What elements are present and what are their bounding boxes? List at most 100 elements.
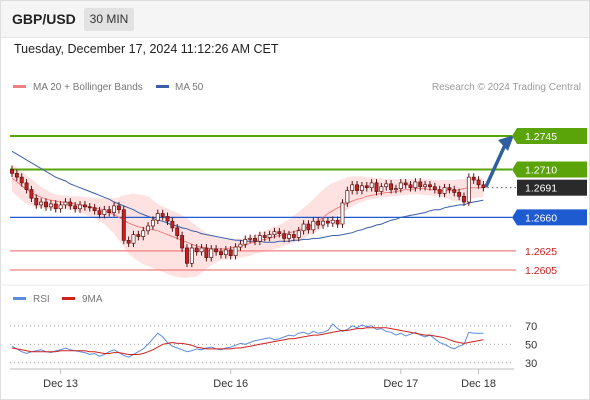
candle-down [374, 182, 379, 192]
arrow-head [498, 135, 514, 151]
candle-down [476, 179, 481, 186]
candle-down [175, 227, 180, 236]
candle-down [437, 189, 442, 194]
candle-down [481, 184, 486, 189]
header-bar: GBP/USD 30 MIN [1, 1, 589, 38]
x-axis: Dec 13 Dec 16 Dec 17 Dec 18 [43, 369, 496, 390]
resistance-tag [512, 128, 587, 144]
candle-down [126, 239, 131, 244]
candle-down [116, 205, 121, 211]
candle-down [403, 182, 408, 186]
candlesticks [10, 165, 486, 268]
arrow-shaft [484, 143, 507, 188]
ma50-legend-label: MA 50 [175, 82, 204, 93]
rsi-tick-label: 50 [525, 339, 537, 351]
forecast-arrow [484, 135, 514, 188]
candle-down [34, 197, 39, 206]
last-price-tag [517, 179, 587, 196]
candle-down [457, 192, 462, 197]
candle-down [136, 234, 141, 237]
candle-down [316, 220, 321, 226]
credit-label: Research © 2024 Trading Central [432, 82, 581, 93]
x-tick-label: Dec 18 [461, 378, 496, 390]
candle-up [413, 181, 418, 189]
candle-up [223, 249, 228, 256]
rsi-ma-line [11, 327, 484, 355]
timeframe-button[interactable]: 30 MIN [84, 8, 134, 31]
candle-down [194, 247, 199, 253]
pivot-label: 1.2605 [525, 265, 557, 277]
candle-up [350, 184, 355, 191]
support-label: 1.2660 [525, 212, 557, 224]
candle-down [408, 184, 413, 189]
candle-down [447, 187, 452, 190]
candle-down [24, 182, 29, 190]
rsi-line [11, 323, 484, 358]
rsi-tick-label: 70 [525, 321, 537, 333]
candle-up [146, 225, 151, 232]
x-tick-label: Dec 13 [43, 378, 78, 390]
candle-up [379, 186, 384, 192]
rsi-ma-legend-label: 9MA [82, 294, 103, 305]
candle-up [267, 234, 272, 238]
candle-up [238, 243, 243, 248]
candle-up [112, 205, 117, 213]
candle-down [10, 169, 14, 174]
candle-up [141, 230, 146, 237]
ma50-line [11, 150, 484, 243]
symbol-title: GBP/USD [12, 11, 76, 27]
candle-up [150, 219, 155, 227]
resistance-label: 1.2745 [525, 131, 557, 143]
candle-down [53, 203, 58, 210]
candle-up [384, 183, 389, 188]
candle-up [287, 234, 291, 239]
candle-down [306, 223, 311, 231]
candle-down [277, 231, 282, 234]
candle-down [335, 219, 340, 225]
candle-up [393, 188, 398, 190]
candle-down [214, 248, 219, 253]
candle-down [68, 201, 73, 207]
candle-up [155, 213, 160, 221]
candle-down [92, 207, 97, 212]
support-tag [512, 209, 587, 226]
candle-down [428, 184, 432, 188]
candle-up [189, 247, 194, 264]
ma20-legend-swatch [13, 85, 26, 88]
datetime-label: Tuesday, December 17, 2024 11:12:26 AM C… [14, 42, 279, 56]
candle-up [58, 204, 63, 210]
candle-down [185, 247, 189, 264]
rsi-legend-swatch [13, 297, 26, 300]
candle-up [78, 204, 82, 210]
rsi-ma-legend-swatch [62, 297, 75, 300]
candle-up [39, 201, 44, 206]
candle-down [121, 209, 126, 241]
candle-down [204, 247, 209, 258]
candle-up [257, 235, 262, 242]
candle-up [209, 248, 214, 258]
candle-up [102, 209, 107, 215]
ma50-legend-swatch [156, 85, 169, 88]
candle-down [432, 186, 437, 190]
candle-down [180, 235, 185, 249]
candle-down [44, 201, 48, 208]
candle-up [48, 203, 53, 208]
candle-down [82, 204, 87, 208]
bollinger-band-fill [12, 164, 484, 278]
candle-up [359, 185, 364, 191]
candle-up [340, 202, 345, 225]
candle-down [14, 172, 19, 178]
candle-down [262, 235, 267, 238]
candle-down [364, 185, 369, 189]
resistance-label: 1.2710 [525, 165, 557, 177]
bollinger-band-area [12, 164, 484, 278]
level-labels: 1.2745 1.2710 1.2691 1.2660 1.2625 1.2605 [512, 128, 587, 277]
x-tick-label: Dec 17 [383, 378, 418, 390]
candle-up [248, 238, 253, 240]
candle-down [418, 181, 423, 188]
pivot-label: 1.2625 [525, 246, 557, 258]
resistance-tag [512, 161, 587, 178]
candle-up [369, 182, 374, 189]
candle-down [219, 251, 223, 256]
candle-down [228, 249, 233, 256]
